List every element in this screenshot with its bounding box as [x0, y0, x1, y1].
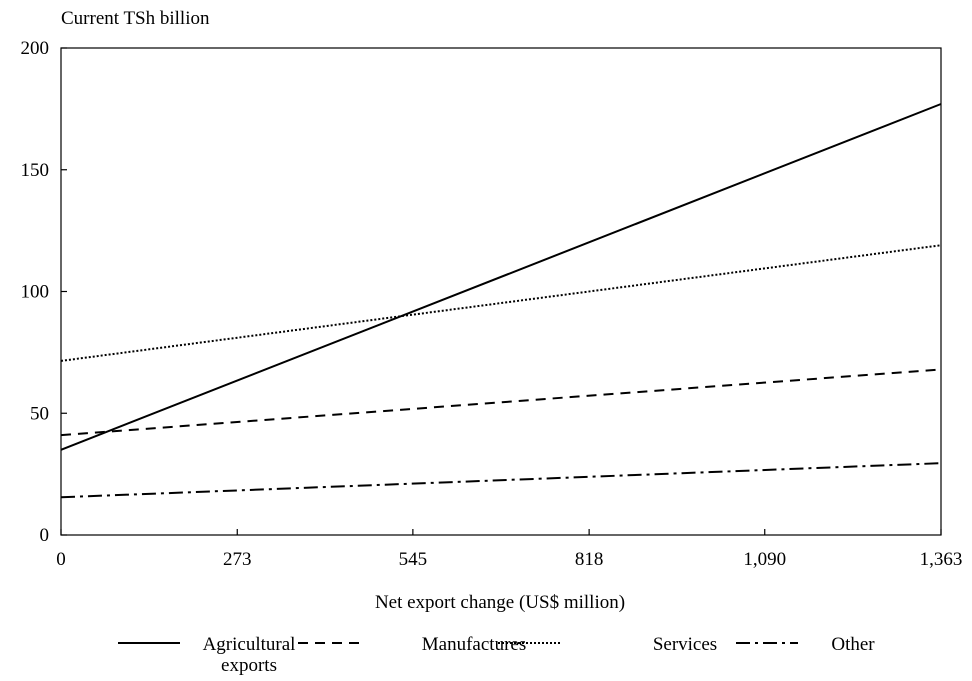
x-tick-label: 0 — [56, 549, 66, 570]
legend-label-line: Services — [653, 634, 717, 655]
y-tick-label: 100 — [21, 282, 50, 303]
legend-label: Manufactures — [422, 634, 526, 655]
x-tick-label: 1,363 — [920, 549, 963, 570]
y-tick-label: 50 — [30, 403, 49, 424]
x-tick-label: 545 — [399, 549, 428, 570]
legend-label: Agricultural exports — [203, 634, 296, 676]
y-tick-label: 0 — [40, 525, 50, 546]
plot-area-frame — [61, 48, 941, 535]
legend-label: Other — [831, 634, 875, 655]
series-line-manufactures — [61, 369, 941, 435]
legend: Agricultural exports Manufactures Services O… — [118, 634, 875, 676]
y-axis-label: Current TSh billion — [61, 8, 210, 29]
series-lines — [61, 104, 941, 497]
legend-label-line: Agricultural — [203, 634, 296, 655]
x-axis-label: Net export change (US$ million) — [375, 592, 625, 613]
legend-label-line: Other — [831, 634, 875, 655]
y-axis-ticks: 0 50 100 150 200 — [21, 38, 68, 546]
series-line-other — [61, 463, 941, 497]
legend-label-line: Manufactures — [422, 634, 526, 655]
x-tick-label: 1,090 — [743, 549, 786, 570]
series-line-agricultural-exports — [61, 104, 941, 450]
legend-label-line: exports — [221, 655, 277, 676]
legend-label: Services — [653, 634, 717, 655]
y-tick-label: 200 — [21, 38, 50, 59]
x-tick-label: 818 — [575, 549, 604, 570]
series-line-services — [61, 245, 941, 361]
y-tick-label: 150 — [21, 160, 50, 181]
x-tick-label: 273 — [223, 549, 252, 570]
